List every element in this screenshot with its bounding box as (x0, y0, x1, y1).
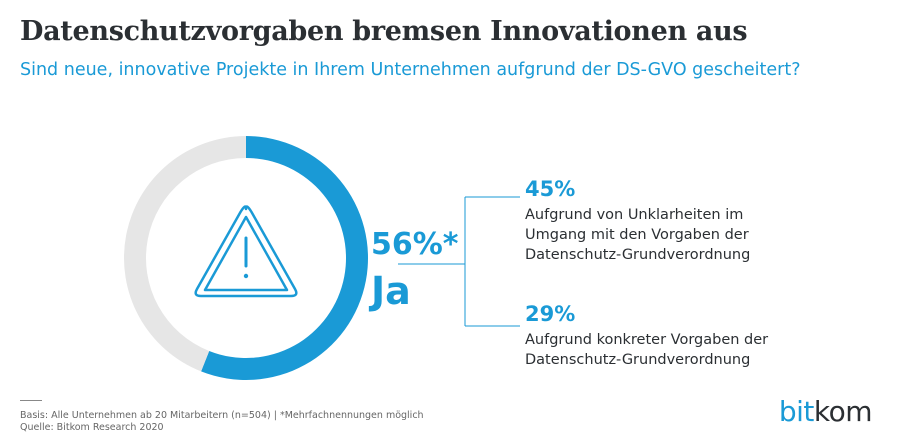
logo-part-2: kom (813, 395, 873, 428)
logo-part-1: bit (778, 395, 815, 428)
slice-rest (124, 136, 246, 372)
chart-title: Datenschutzvorgaben bremsen Innovationen… (20, 16, 748, 47)
slice-ja (201, 136, 369, 381)
bitkom-logo: bitkom (778, 395, 873, 428)
connector-lines (398, 196, 520, 327)
breakdown-2-line-1: Aufgrund konkreter Vorgaben der (525, 332, 768, 348)
main-value-label: 56%* (371, 227, 459, 262)
footnote-source: Quelle: Bitkom Research 2020 (20, 422, 164, 433)
breakdown-1-line-3: Datenschutz-Grundverordnung (525, 247, 750, 263)
footnote: Basis: Alle Unternehmen ab 20 Mitarbeite… (20, 410, 424, 434)
breakdown-2-line-2: Datenschutz-Grundverordnung (525, 352, 750, 368)
breakdown-2-value: 29% (525, 302, 575, 326)
breakdown-1-line-1: Aufgrund von Unklarheiten im (525, 207, 743, 223)
warning-triangle-icon (194, 205, 298, 298)
chart-subtitle: Sind neue, innovative Projekte in Ihrem … (20, 60, 801, 80)
footnote-divider (20, 400, 42, 401)
main-category-label: Ja (368, 269, 411, 313)
breakdown-1-value: 45% (525, 177, 575, 201)
footnote-basis: Basis: Alle Unternehmen ab 20 Mitarbeite… (20, 410, 424, 421)
breakdown-1-line-2: Umgang mit den Vorgaben der (525, 227, 749, 243)
